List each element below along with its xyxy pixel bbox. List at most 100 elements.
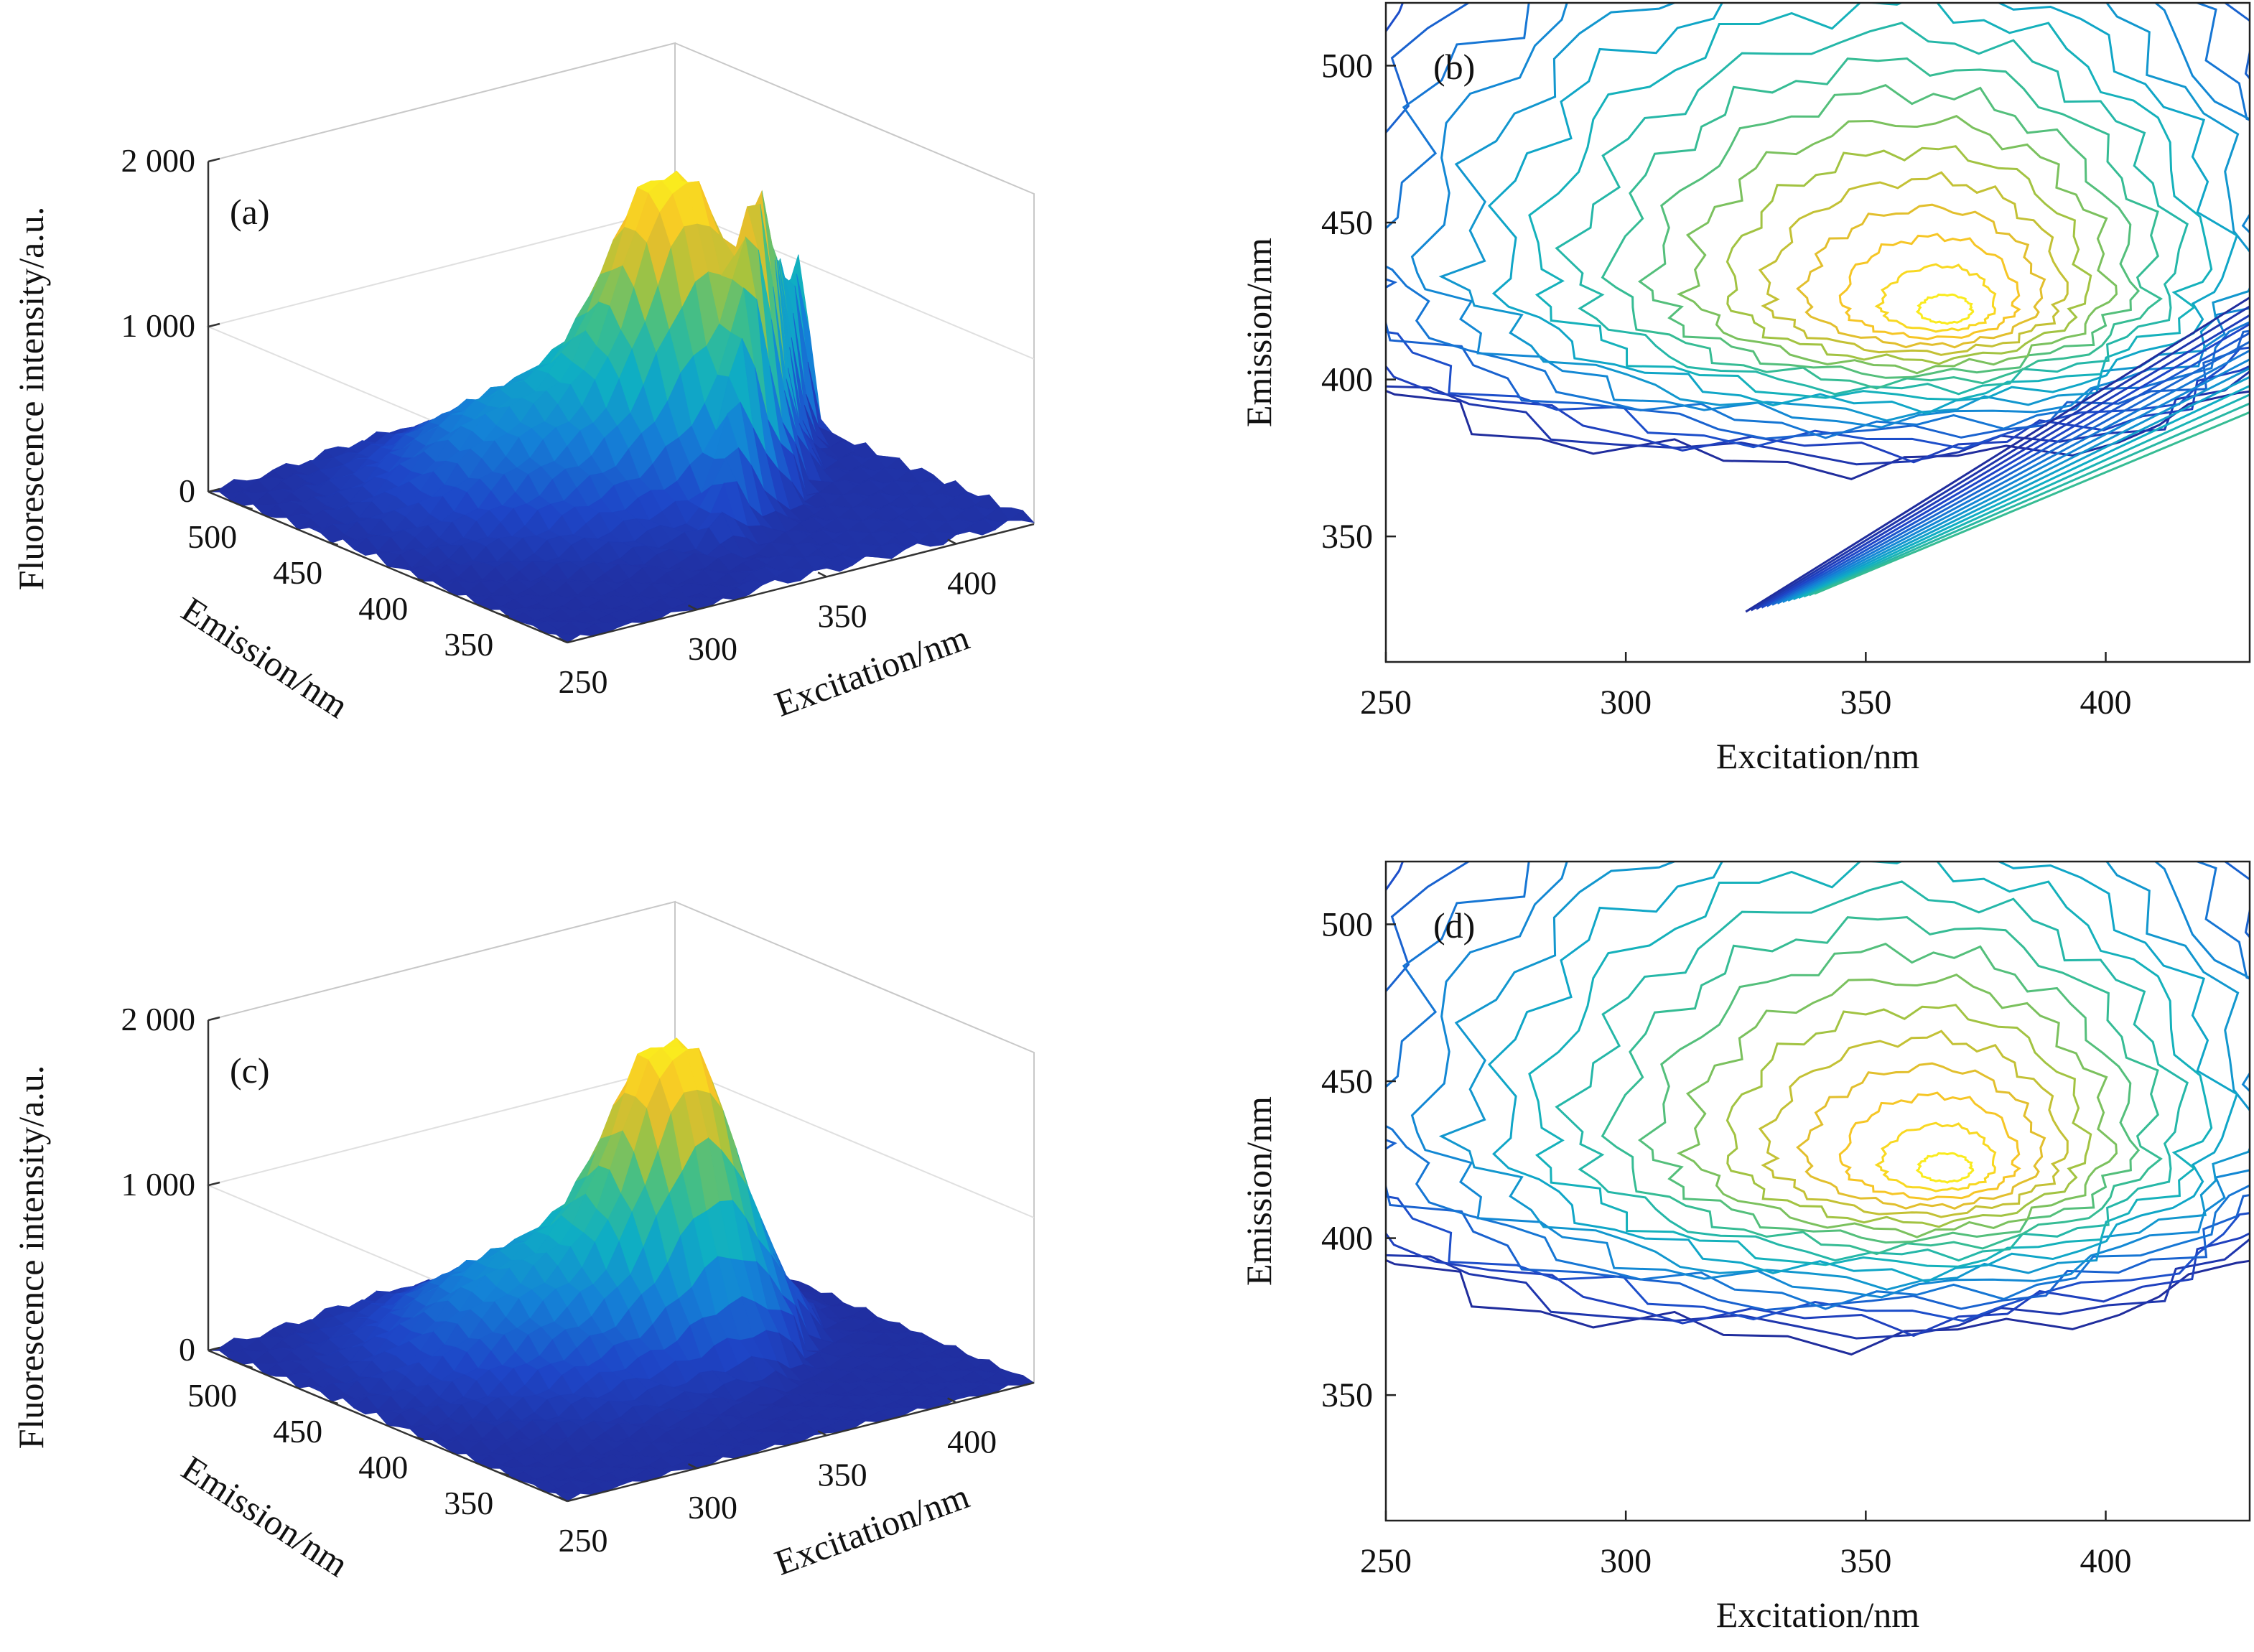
contour-line (1386, 862, 2250, 1322)
contour-line (1555, 880, 2189, 1262)
excitation-tick-label: 350 (818, 1456, 867, 1493)
emission-tick (413, 577, 424, 582)
excitation-tick (687, 605, 698, 611)
z-tick (208, 1346, 220, 1352)
panel-label: (b) (1433, 47, 1475, 87)
scatter-contour (1771, 340, 2250, 606)
contour-line (1874, 263, 1997, 333)
emission-tick (413, 1435, 424, 1441)
contour-line (1386, 3, 2250, 440)
contour-line (1386, 862, 2250, 1310)
contour-line (1726, 145, 2092, 365)
contour-line (1874, 1121, 1997, 1193)
excitation-tick-label: 300 (688, 1489, 737, 1526)
emission-tick (327, 541, 339, 546)
scatter-contour (1808, 402, 2250, 597)
contour-line (1487, 3, 2239, 415)
contour-line (1676, 115, 2118, 375)
surface-box-right (674, 42, 1035, 524)
emission-tick (498, 1471, 510, 1477)
x-tick-label: 350 (1840, 1542, 1891, 1580)
z-tick-label: 2 000 (121, 1001, 196, 1037)
excitation-tick-label: 350 (818, 597, 867, 634)
y-axis-label: Emission/nm (1239, 1096, 1279, 1286)
excitation-tick (817, 571, 827, 578)
z-tick-label: 0 (179, 472, 195, 509)
contour-line (1528, 3, 2213, 401)
scatter-contour (1792, 375, 2250, 601)
contour-panel-b (1384, 1, 2251, 663)
plot-frame (1384, 1, 2251, 663)
y-tick-label: 350 (1321, 518, 1373, 556)
scatter-contour (1750, 305, 2250, 612)
emission-tick (242, 505, 253, 510)
x-tick-label: 300 (1600, 1542, 1652, 1580)
scatter-contour (1787, 367, 2250, 602)
x-axis-label: Excitation/nm (1716, 736, 1919, 776)
contour-line (1796, 1062, 2046, 1210)
z-axis-label: Fluorescence intensity/a.u. (11, 207, 51, 591)
z-tick-label: 1 000 (121, 1166, 196, 1203)
contour-line (1915, 1152, 1975, 1184)
scatter-contour (1745, 296, 2250, 613)
x-tick-label: 300 (1600, 683, 1652, 722)
scatter-contour (1782, 358, 2250, 603)
x-tick-label: 350 (1840, 683, 1891, 722)
emission-axis (208, 490, 568, 644)
contour-line (1487, 862, 2239, 1284)
excitation-tick-label: 400 (947, 565, 997, 602)
panel-label: (c) (230, 1050, 270, 1091)
emission-axis-label: Emission/nm (174, 589, 355, 726)
contour-line (1386, 1231, 2250, 1338)
z-tick-label: 2 000 (121, 142, 196, 179)
excitation-tick (947, 538, 957, 545)
excitation-tick (817, 1430, 827, 1437)
contour-line (1601, 915, 2163, 1256)
emission-axis (208, 1349, 568, 1503)
contour-line (1386, 1238, 2250, 1340)
contour-line (1386, 389, 2250, 480)
plot-frame (1384, 860, 2251, 1522)
contour-line (1796, 203, 2046, 349)
contour-line (1758, 1030, 2069, 1218)
surface-panel-a (205, 42, 1035, 644)
surface-panel-c (205, 900, 1035, 1503)
scatter-contour (1766, 332, 2250, 607)
emission-tick-label: 500 (187, 1377, 237, 1414)
contour-line (1677, 974, 2118, 1238)
emission-tick-label: 450 (273, 1413, 322, 1450)
excitation-tick (558, 637, 568, 644)
emission-tick-label: 350 (444, 626, 493, 663)
excitation-tick-label: 250 (559, 663, 608, 700)
z-tick (208, 322, 220, 328)
contour-lines (1386, 862, 2250, 1356)
scatter-contour (1798, 384, 2250, 599)
excitation-tick (947, 1397, 957, 1404)
x-axis-label: Excitation/nm (1716, 1595, 1919, 1635)
contour-line (1386, 364, 2250, 464)
contour-line (1838, 233, 2021, 341)
contour-lines (1386, 3, 2250, 613)
z-tick (208, 1181, 220, 1187)
z-axis-label: Fluorescence intensity/a.u. (11, 1065, 51, 1450)
x-tick-label: 250 (1360, 1542, 1412, 1580)
contour-line (1410, 3, 2250, 429)
x-tick-label: 250 (1360, 683, 1412, 722)
z-tick (208, 487, 220, 493)
y-tick-label: 400 (1321, 361, 1373, 399)
y-tick-label: 350 (1321, 1376, 1373, 1414)
x-tick-label: 400 (2080, 1542, 2132, 1580)
surface-grid (205, 207, 1035, 478)
contour-line (1726, 1004, 2092, 1228)
emission-tick-label: 450 (273, 554, 322, 591)
excitation-axis-label: Excitation/nm (770, 617, 974, 724)
excitation-tick-label: 250 (559, 1522, 608, 1559)
contour-line (1438, 3, 2250, 422)
excitation-tick (687, 1463, 698, 1470)
scatter-contour (1814, 411, 2250, 595)
scatter-contour (1761, 322, 2250, 609)
emission-tick-label: 400 (358, 1449, 408, 1485)
contour-line (1601, 57, 2164, 390)
contour-line (1438, 862, 2250, 1291)
